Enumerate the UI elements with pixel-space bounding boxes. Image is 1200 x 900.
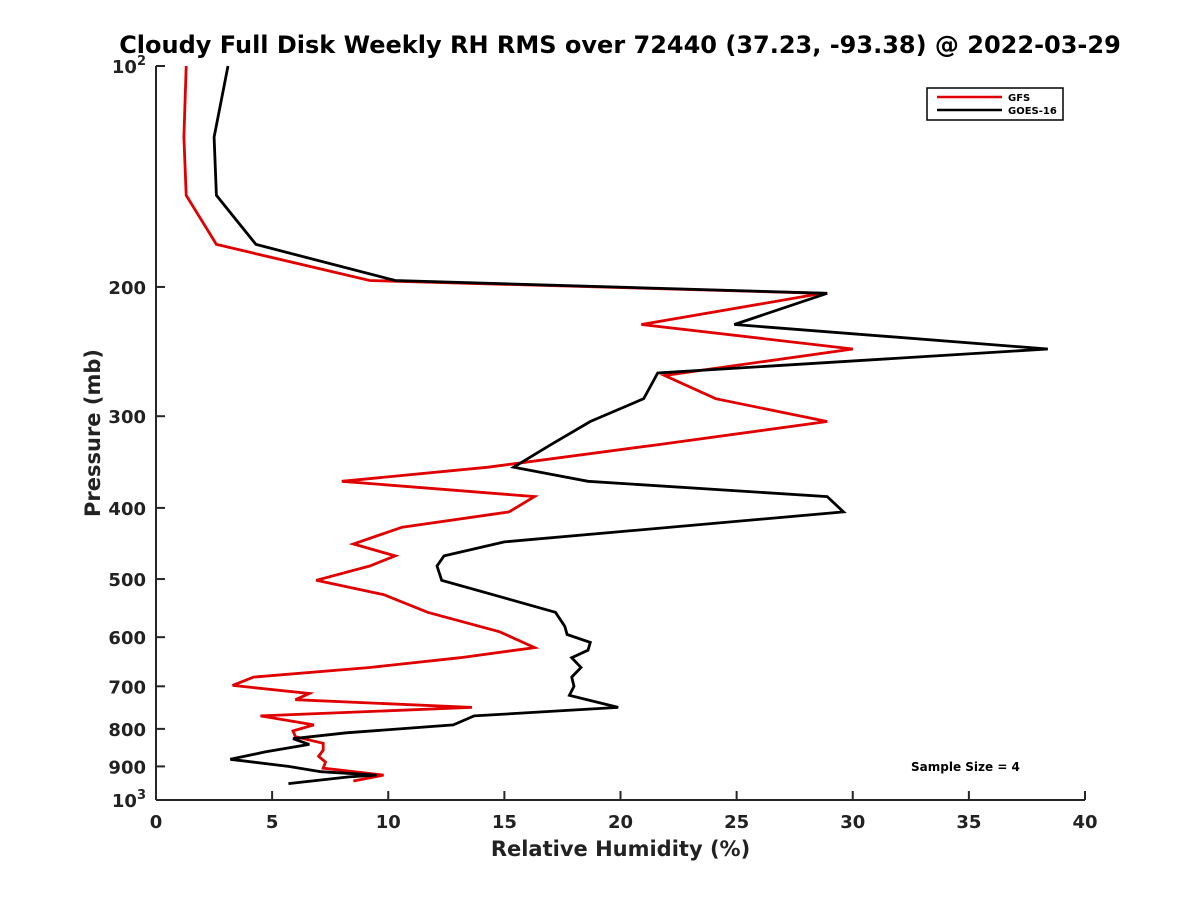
x-tick-label: 20: [608, 812, 633, 833]
y-axis-label: Pressure (mb): [81, 349, 105, 517]
x-tick-label: 40: [1072, 812, 1097, 833]
legend-box: [926, 87, 1064, 121]
x-tick-label: 5: [266, 812, 279, 833]
y-tick-label: 400: [108, 499, 146, 520]
x-tick-label: 0: [150, 812, 163, 833]
y-tick-label: 300: [108, 407, 146, 428]
sample-size-annotation: Sample Size = 4: [911, 760, 1020, 774]
chart-title: Cloudy Full Disk Weekly RH RMS over 7244…: [119, 31, 1121, 59]
y-tick-label: 500: [108, 570, 146, 591]
legend-label-gfs: GFS: [1008, 93, 1030, 104]
y-tick-label: 600: [108, 628, 146, 649]
y-tick-label: 103: [112, 788, 146, 812]
series-line-goes16: [212, 65, 1048, 785]
x-tick-label: 25: [724, 812, 749, 833]
y-axis-ticks: 102 200 300 400 500 600 700 800 900 103: [108, 54, 165, 812]
x-tick-label: 10: [376, 812, 401, 833]
y-tick-label: 700: [108, 677, 146, 698]
x-tick-label: 30: [840, 812, 865, 833]
x-axis-ticks: 0 5 10 15 20 25 30 35 40: [150, 791, 1098, 833]
series-line-gfs: [182, 65, 853, 783]
x-tick-label: 15: [492, 812, 517, 833]
plot-area: 0 5 10 15 20 25 30 35 40 102 200 300 400 500 600 700 80…: [108, 54, 1097, 833]
y-tick-label: 102: [112, 54, 146, 78]
y-tick-label: 900: [108, 757, 146, 778]
y-tick-label: 200: [108, 278, 146, 299]
x-tick-label: 35: [956, 812, 981, 833]
y-tick-label: 800: [108, 720, 146, 741]
legend-label-goes16: GOES-16: [1008, 106, 1057, 117]
series-lines: [182, 65, 1048, 785]
legend: GFS GOES-16: [926, 87, 1064, 121]
x-axis-label: Relative Humidity (%): [491, 837, 750, 861]
